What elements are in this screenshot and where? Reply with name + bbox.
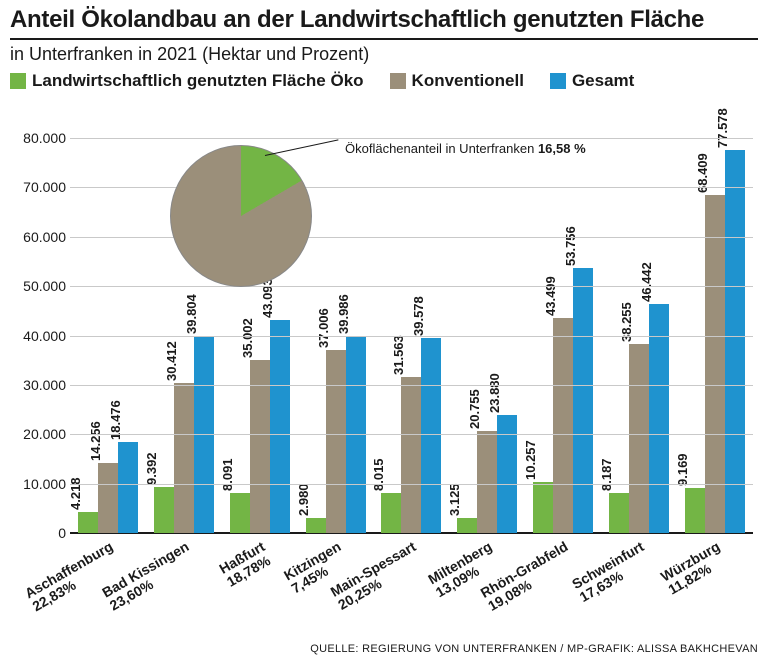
y-tick-label: 70.000	[10, 179, 66, 195]
bar-value-label: 46.442	[639, 262, 654, 302]
x-tick-label: Würzburg11,82%	[714, 533, 715, 613]
bar-value-label: 8.187	[599, 458, 614, 491]
y-tick-label: 10.000	[10, 476, 66, 492]
bar-value-label: 43.093	[260, 278, 275, 318]
bar-gesamt: 23.880	[497, 415, 517, 533]
bar-konv: 35.002	[250, 360, 270, 533]
x-tick-label: Rhön-Grabfeld19,08%	[563, 533, 564, 613]
grid-line	[70, 385, 753, 386]
pie-label: Ökoflächenanteil in Unterfranken 16,58 %	[345, 141, 586, 156]
bar-konv: 14.256	[98, 463, 118, 533]
source-credit: QUELLE: REGIERUNG VON UNTERFRANKEN / MP-…	[310, 643, 758, 655]
bar-konv: 68.409	[705, 195, 725, 533]
bar-gesamt: 43.093	[270, 320, 290, 533]
bar-value-label: 39.578	[411, 296, 426, 336]
bar-konv: 37.006	[326, 350, 346, 533]
bar-gesamt: 39.578	[421, 338, 441, 533]
bar-oeko: 3.125	[457, 518, 477, 533]
bar-value-label: 23.880	[487, 373, 502, 413]
bar-value-label: 43.499	[543, 276, 558, 316]
bar-konv: 31.563	[401, 377, 421, 533]
bar-gesamt: 18.476	[118, 442, 138, 533]
bar-value-label: 37.006	[316, 309, 331, 349]
grid-line	[70, 286, 753, 287]
title-rule	[10, 38, 758, 40]
bar-konv: 38.255	[629, 344, 649, 533]
bar-oeko: 4.218	[78, 512, 98, 533]
bar-value-label: 53.756	[563, 226, 578, 266]
bar-konv: 43.499	[553, 318, 573, 533]
legend-swatch-konv	[390, 73, 406, 89]
y-tick-label: 20.000	[10, 426, 66, 442]
bar-value-label: 77.578	[715, 108, 730, 148]
bar-value-label: 8.015	[371, 459, 386, 492]
bar-konv: 20.755	[477, 431, 497, 533]
bar-value-label: 9.392	[144, 452, 159, 485]
grid-line	[70, 138, 753, 139]
bar-gesamt: 46.442	[649, 304, 669, 533]
legend-swatch-oeko	[10, 73, 26, 89]
bar-value-label: 31.563	[391, 335, 406, 375]
x-tick-label: Schweinfurt17,63%	[639, 533, 640, 613]
legend-label-konv: Konventionell	[412, 71, 524, 91]
bar-value-label: 39.804	[184, 295, 199, 335]
bar-gesamt: 53.756	[573, 268, 593, 533]
bar-value-label: 9.169	[675, 453, 690, 486]
bar-value-label: 39.986	[336, 294, 351, 334]
legend-swatch-gesamt	[550, 73, 566, 89]
y-tick-label: 40.000	[10, 328, 66, 344]
x-tick-label: Bad Kissingen23,60%	[183, 533, 184, 613]
bar-konv: 30.412	[174, 383, 194, 533]
y-tick-label: 30.000	[10, 377, 66, 393]
bar-oeko: 2.980	[306, 518, 326, 533]
x-axis-labels: Aschaffenburg22,83%Bad Kissingen23,60%Ha…	[70, 533, 753, 613]
bar-value-label: 35.002	[240, 318, 255, 358]
pie-label-value: 16,58 %	[538, 141, 586, 156]
bar-value-label: 14.256	[88, 421, 103, 461]
bar-value-label: 8.091	[220, 459, 235, 492]
pie-label-text: Ökoflächenanteil in Unterfranken	[345, 141, 538, 156]
bar-oeko: 8.091	[230, 493, 250, 533]
chart-area: 4.21814.25618.4769.39230.41239.8048.0913…	[10, 138, 758, 613]
bar-value-label: 2.980	[296, 484, 311, 517]
bar-oeko: 9.169	[685, 488, 705, 533]
bar-value-label: 30.412	[164, 341, 179, 381]
legend-label-gesamt: Gesamt	[572, 71, 634, 91]
bar-oeko: 8.187	[609, 493, 629, 533]
bar-oeko: 9.392	[154, 487, 174, 533]
bar-gesamt: 77.578	[725, 150, 745, 533]
chart-title: Anteil Ökolandbau an der Landwirtschaftl…	[0, 0, 768, 36]
y-tick-label: 0	[10, 525, 66, 541]
legend: Landwirtschaftlich genutzten Fläche Öko …	[0, 65, 768, 91]
x-tick-label: Haßfurt18,78%	[259, 533, 260, 613]
chart-subtitle: in Unterfranken in 2021 (Hektar und Proz…	[0, 44, 768, 65]
bar-value-label: 20.755	[467, 389, 482, 429]
x-tick-label: Main-Spessart20,25%	[411, 533, 412, 613]
legend-item-oeko: Landwirtschaftlich genutzten Fläche Öko	[10, 71, 364, 91]
legend-item-konv: Konventionell	[390, 71, 524, 91]
pie-chart-oeko-share	[170, 145, 312, 287]
y-tick-label: 80.000	[10, 130, 66, 146]
y-tick-label: 60.000	[10, 229, 66, 245]
bar-value-label: 4.218	[68, 478, 83, 511]
grid-line	[70, 434, 753, 435]
y-tick-label: 50.000	[10, 278, 66, 294]
bar-oeko: 8.015	[381, 493, 401, 533]
legend-label-oeko: Landwirtschaftlich genutzten Fläche Öko	[32, 71, 364, 91]
bar-value-label: 10.257	[523, 441, 538, 481]
grid-line	[70, 484, 753, 485]
grid-line	[70, 187, 753, 188]
bar-oeko: 10.257	[533, 482, 553, 533]
bar-value-label: 3.125	[447, 483, 462, 516]
grid-line	[70, 336, 753, 337]
legend-item-gesamt: Gesamt	[550, 71, 634, 91]
